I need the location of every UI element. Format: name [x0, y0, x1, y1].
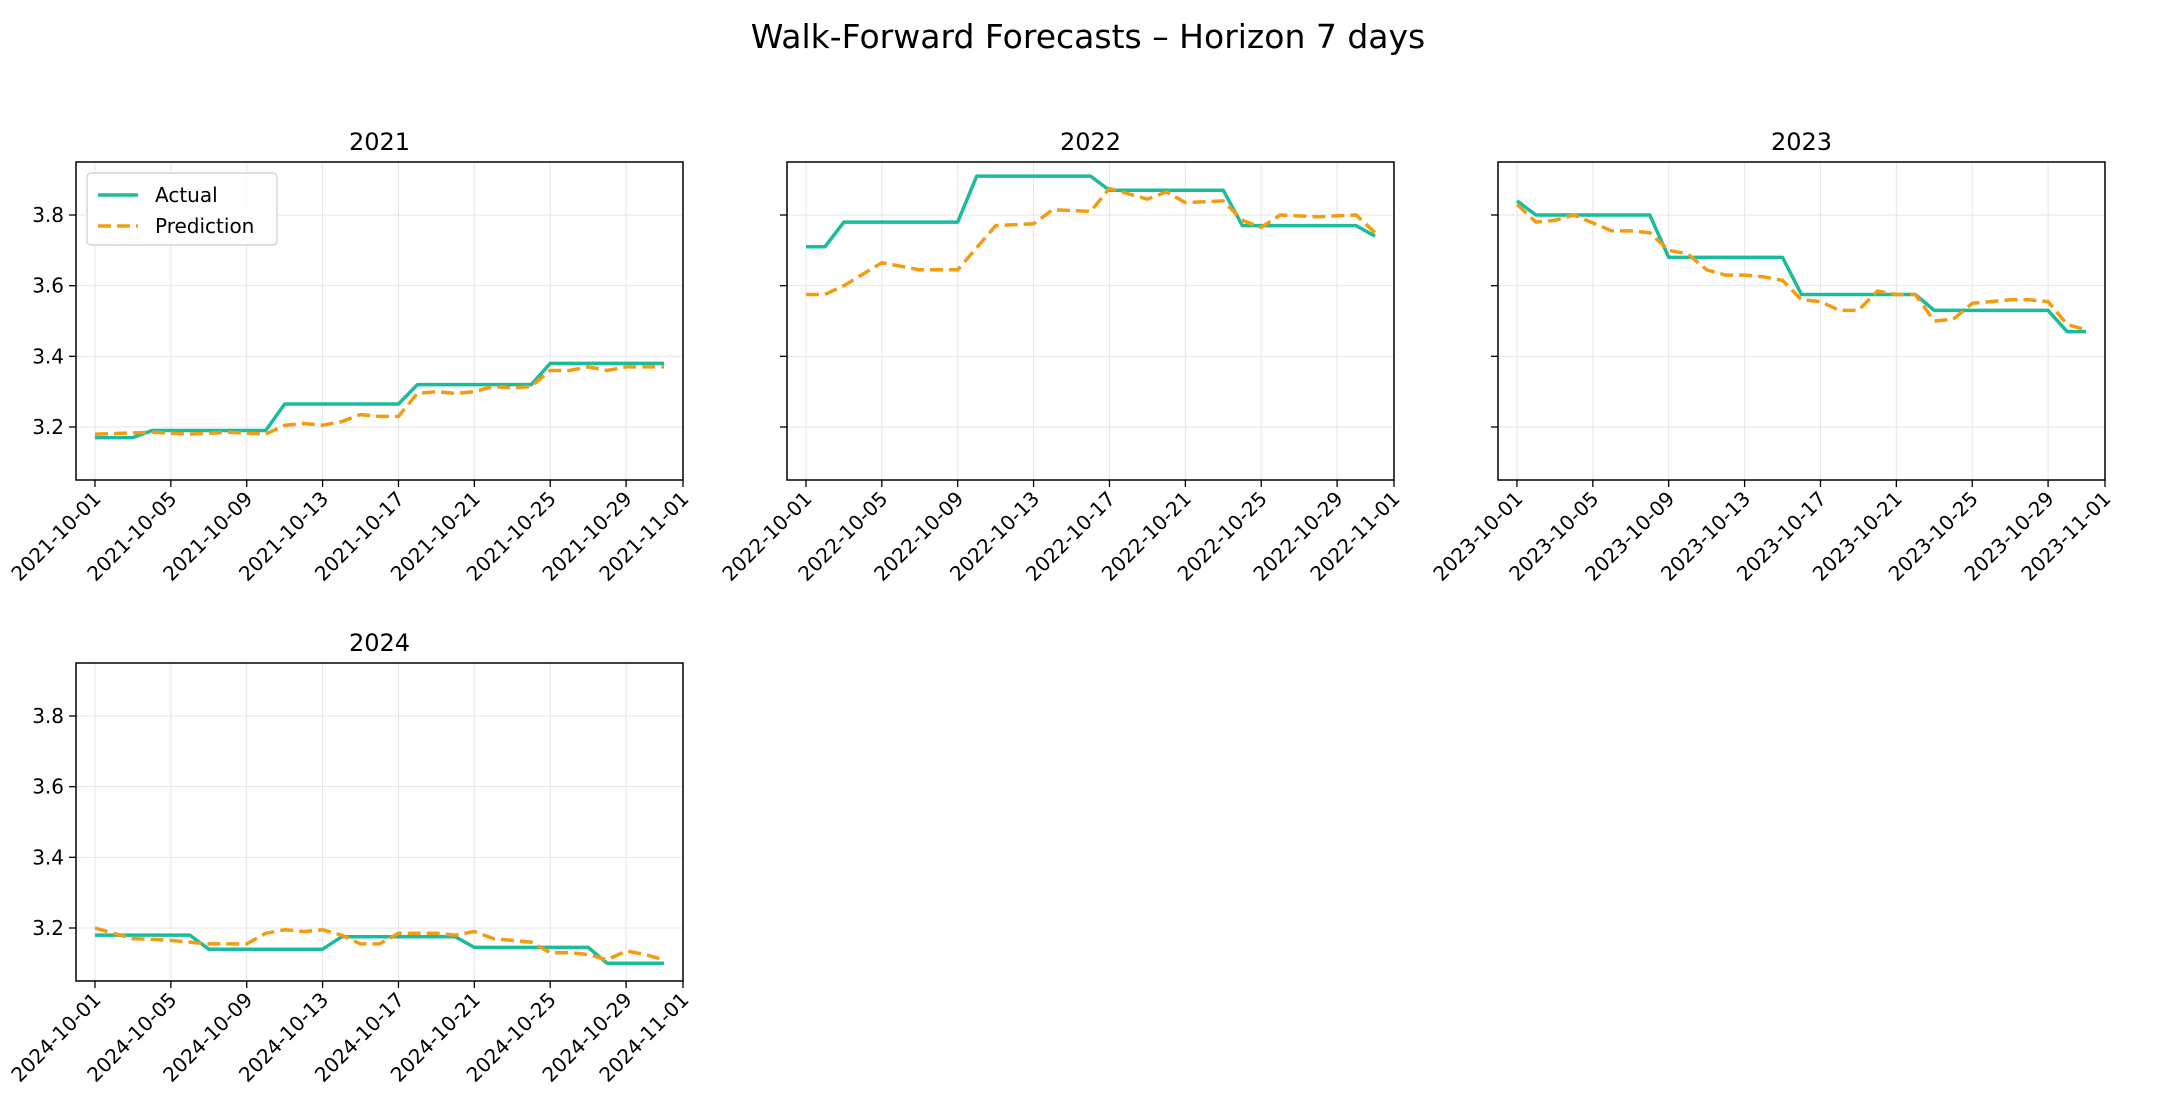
prediction-series-line [94, 365, 664, 436]
y-tick-label: 3.8 [32, 203, 64, 227]
y-tick-label: 3.4 [32, 344, 64, 368]
y-tick-label: 3.2 [32, 415, 64, 439]
axes-frame [1497, 161, 2106, 481]
figure-title: Walk-Forward Forecasts – Horizon 7 days [751, 17, 1425, 56]
actual-series-line [1515, 199, 2086, 334]
y-tick-label: 3.2 [32, 916, 64, 940]
panel-title: 2023 [1771, 128, 1832, 156]
prediction-series-line [1515, 203, 2087, 332]
panel-title: 2022 [1060, 128, 1121, 156]
y-tick-label: 3.4 [32, 845, 64, 869]
y-tick-label: 3.6 [32, 775, 64, 799]
axes-frame [75, 161, 684, 481]
y-tick-label: 3.8 [32, 704, 64, 728]
legend-prediction-label: Prediction [155, 214, 254, 238]
actual-series-line [806, 174, 1376, 249]
legend: Actual Prediction [86, 172, 278, 246]
y-tick-label: 3.6 [32, 274, 64, 298]
panel-title: 2021 [349, 128, 410, 156]
legend-actual-label: Actual [155, 183, 218, 207]
prediction-series-line [806, 186, 1377, 297]
axes-frame [75, 662, 684, 982]
axes-frame [786, 161, 1395, 481]
prediction-series-line [94, 926, 665, 962]
legend-box [86, 172, 278, 246]
panel-title: 2024 [349, 629, 410, 657]
